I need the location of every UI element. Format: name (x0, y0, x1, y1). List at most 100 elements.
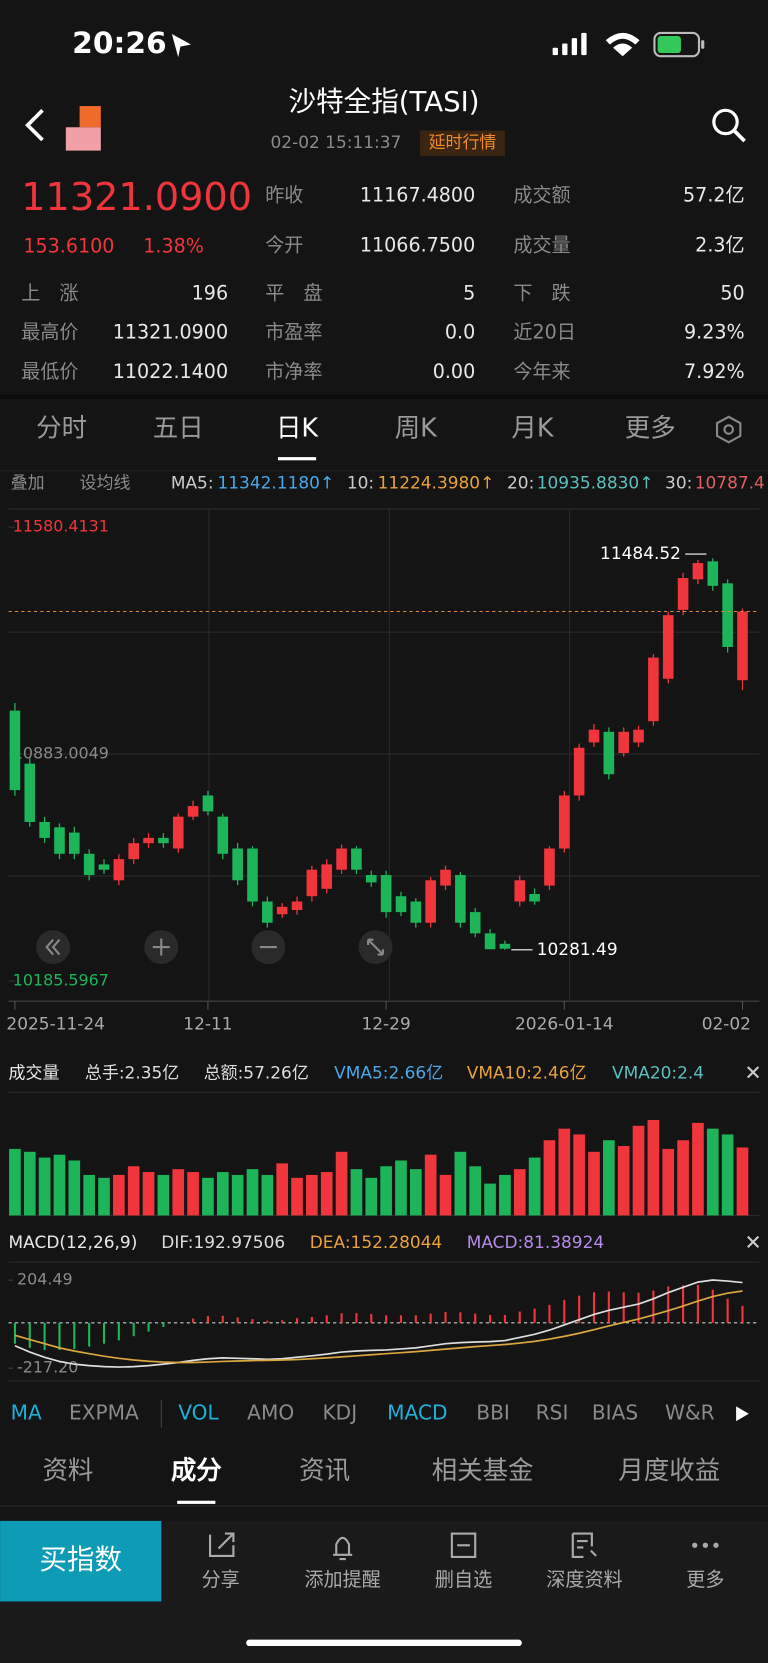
buy-button[interactable] (0, 1520, 162, 1602)
stat-label: 成交额 (513, 184, 570, 207)
indicator-tab[interactable]: MACD (387, 1400, 447, 1424)
indicator-tab[interactable]: W&R (665, 1400, 715, 1424)
stat-value: 11167.4800 (360, 184, 475, 207)
bottom-tab[interactable]: 资讯 (299, 1456, 350, 1486)
volume-bar (53, 1154, 66, 1216)
stat-label: 成交量 (513, 234, 570, 257)
candle-body (514, 880, 526, 902)
toolbar-label[interactable]: 更多 (686, 1568, 724, 1591)
indicator-tab[interactable]: AMO (247, 1400, 294, 1424)
macd-bar (236, 1317, 239, 1323)
x-tick-label: 2026-01-14 (515, 1014, 614, 1034)
macd-bar (43, 1322, 46, 1350)
macd-stat: DEA:152.28044 (310, 1232, 442, 1252)
candle-body (306, 869, 318, 897)
more-indicators[interactable] (736, 1406, 749, 1422)
bottom-tab[interactable]: 月度收益 (618, 1456, 720, 1486)
macd-bar (711, 1289, 714, 1323)
toolbar-label[interactable]: 深度资料 (546, 1568, 622, 1591)
overlay-button[interactable]: 设均线 (80, 473, 131, 493)
period-tab[interactable]: 日K (276, 414, 319, 444)
candle-body (633, 729, 644, 743)
status-icons (171, 31, 705, 58)
indicator-tab[interactable]: KDJ (322, 1400, 357, 1424)
macd-bar (726, 1298, 729, 1323)
stat-label: 最高价 (21, 321, 78, 344)
volume-bar (499, 1174, 511, 1216)
close-macd[interactable] (747, 1235, 760, 1248)
indicator-tab[interactable]: BIAS (592, 1400, 638, 1424)
volume-bar (172, 1169, 185, 1216)
overlay-button[interactable]: 叠加 (11, 473, 45, 493)
candle-body (83, 853, 95, 876)
candle-body (128, 843, 140, 860)
candle-body (395, 896, 407, 913)
macd-bar (429, 1313, 432, 1323)
y-tick-label: -217.20 (17, 1358, 78, 1377)
volume-stat: VMA10:2.46亿 (467, 1062, 587, 1082)
toolbar-label[interactable]: 分享 (202, 1568, 240, 1591)
candle-body (558, 795, 570, 849)
candle-body (172, 816, 184, 849)
search-icon (732, 129, 746, 143)
settings-icon[interactable] (715, 415, 742, 444)
period-tab[interactable]: 更多 (625, 414, 676, 444)
macd-bar (28, 1322, 31, 1348)
period-tab[interactable]: 周K (395, 414, 438, 444)
close-volume[interactable] (747, 1066, 760, 1079)
toolbar-label[interactable]: 删自选 (435, 1568, 492, 1591)
y-tick-label: 10883.0049 (13, 744, 109, 763)
period-tab[interactable]: 月K (511, 414, 554, 444)
x-tick-label: 02-02 (702, 1014, 751, 1034)
indicator-tab[interactable]: RSI (536, 1400, 569, 1424)
volume-stat: VMA20:2.4 (612, 1062, 704, 1082)
indicator-tab[interactable]: MA (11, 1400, 42, 1424)
indicator-tab[interactable]: BBI (476, 1400, 510, 1424)
candle-body (54, 827, 65, 854)
search-button[interactable] (712, 108, 746, 143)
candle-body (24, 763, 36, 822)
toolbar-label[interactable]: 添加提醒 (304, 1568, 380, 1591)
indicator-tab[interactable]: EXPMA (69, 1400, 139, 1424)
ma-value: 10935.8830↑ (537, 473, 654, 493)
x-tick-label: 12-11 (183, 1014, 232, 1034)
candle-body (351, 848, 362, 870)
macd-bar (102, 1322, 106, 1344)
badge: 延时行情 (429, 132, 497, 152)
volume-bar (231, 1174, 244, 1216)
x-tick-label: 2025-11-24 (6, 1014, 105, 1034)
candle-body (692, 563, 704, 580)
candle-body (247, 848, 258, 902)
gear (715, 415, 742, 444)
period-tab[interactable]: 五日 (153, 414, 204, 444)
macd-bar (58, 1322, 61, 1350)
candle-body (662, 615, 674, 679)
candle-body (98, 864, 110, 870)
stat-label: 上 涨 (21, 281, 78, 304)
stat-label: 平 盘 (265, 281, 322, 304)
bottom-tab[interactable]: 资料 (42, 1456, 93, 1486)
bottom-tab[interactable]: 相关基金 (432, 1456, 534, 1486)
back-button[interactable] (25, 108, 44, 142)
macd-bar (399, 1315, 403, 1323)
candle-body (380, 875, 392, 913)
volume-bar (127, 1166, 140, 1216)
candle-body (291, 901, 303, 910)
bottom-tab[interactable]: 成分 (171, 1456, 222, 1486)
macd-bar (385, 1315, 388, 1323)
tab-underline (277, 457, 317, 461)
candle-body (143, 837, 154, 844)
macd-bar (533, 1308, 536, 1323)
period-tab[interactable]: 分时 (36, 414, 87, 444)
stat-value: 0.00 (433, 360, 475, 383)
volume-bar (543, 1140, 556, 1216)
indicator-tab[interactable]: VOL (178, 1400, 219, 1424)
macd-bar (266, 1320, 269, 1323)
battery-tip (701, 40, 705, 49)
datetime: 02-02 15:11:37 (271, 132, 402, 152)
macd-bar (548, 1304, 551, 1323)
stat-value: 5 (463, 281, 475, 304)
candle-body (648, 657, 659, 722)
candle-body (737, 611, 748, 681)
